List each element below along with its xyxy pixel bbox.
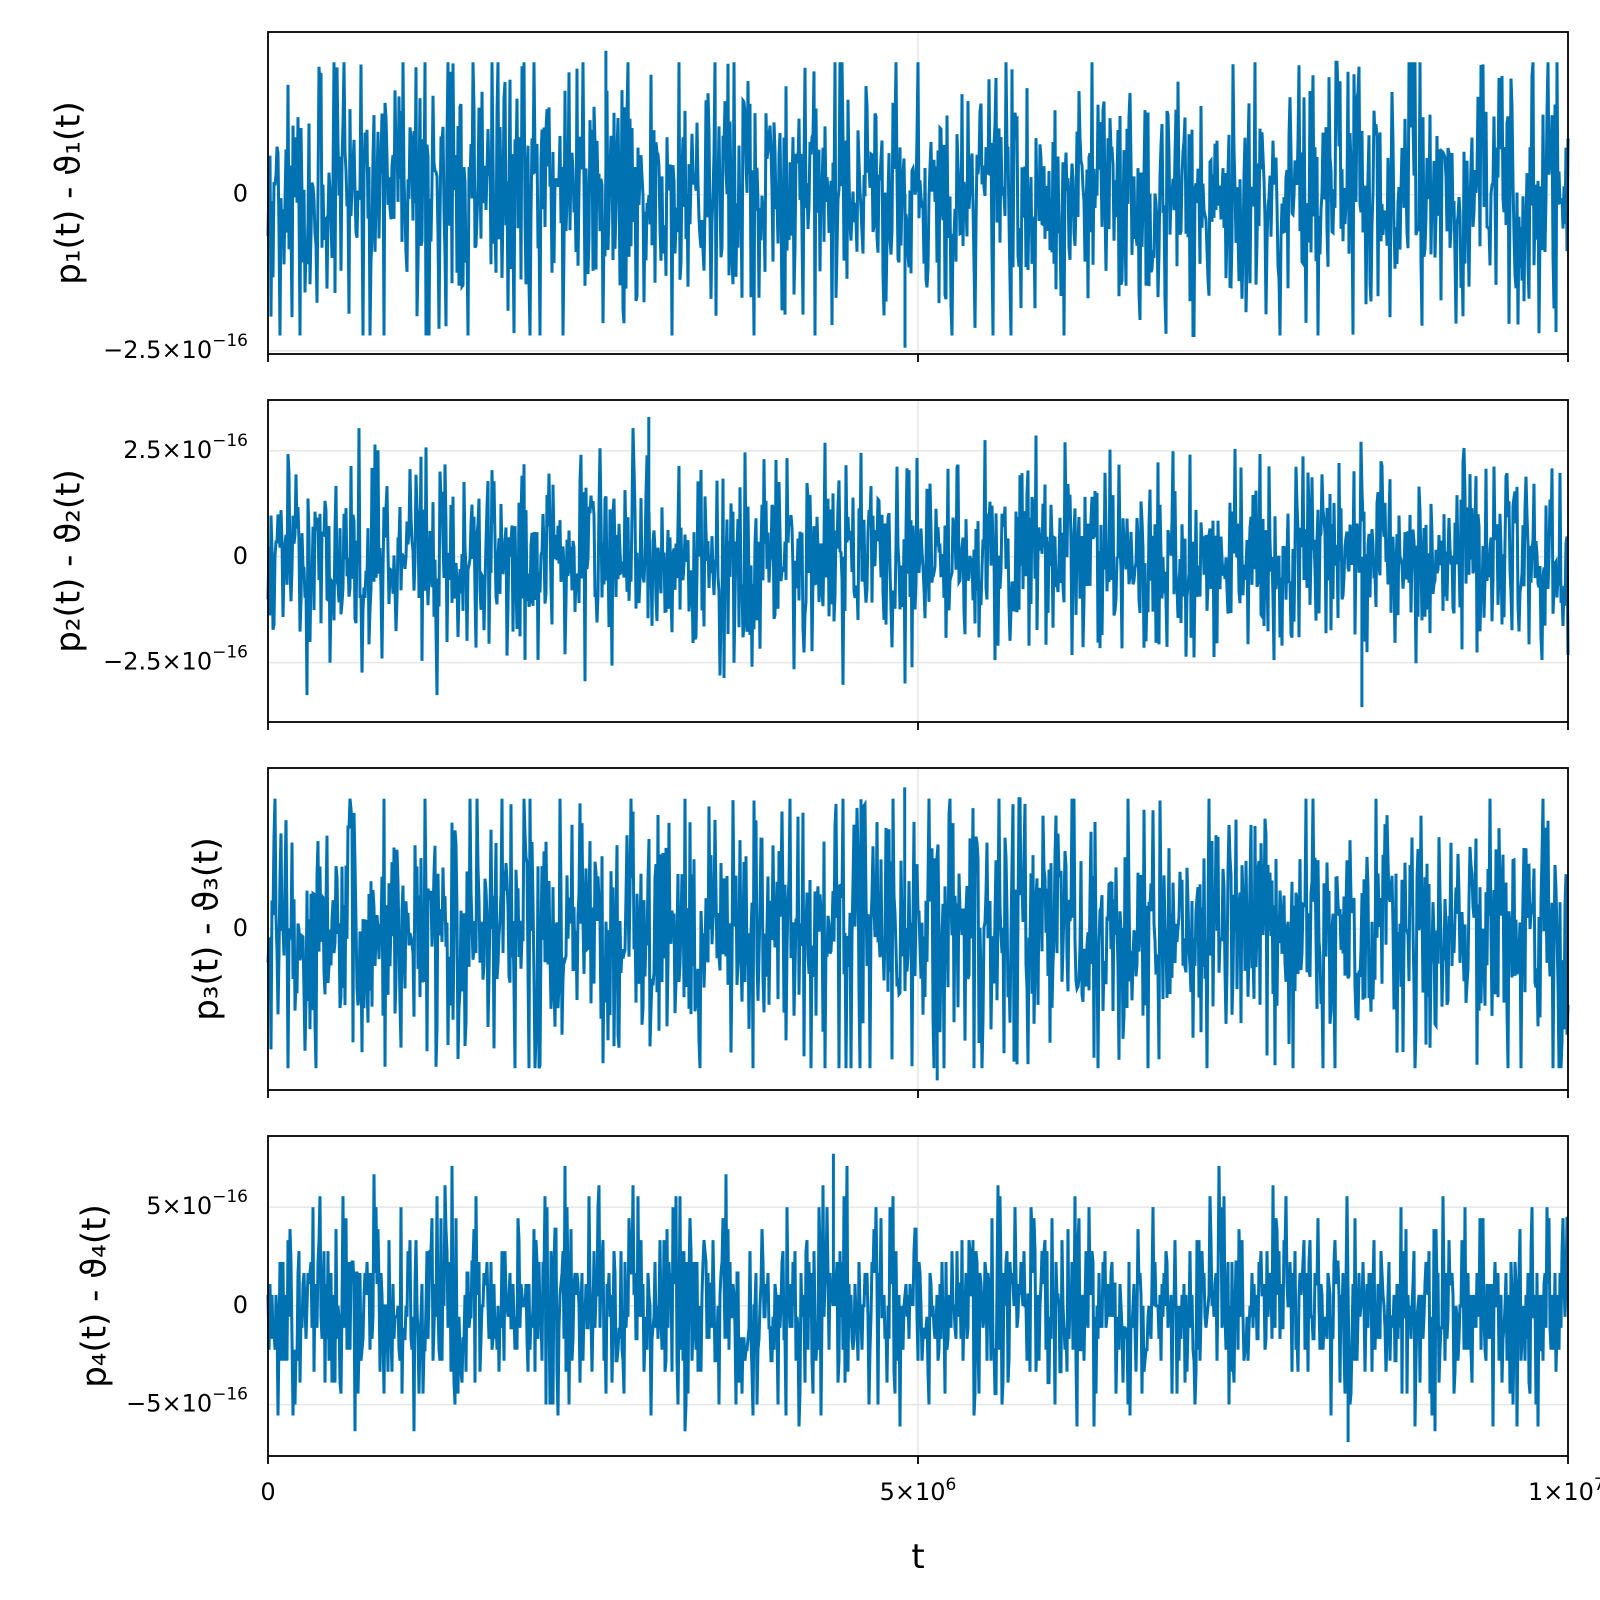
series-line (266, 787, 1570, 1081)
series-line (266, 1153, 1569, 1443)
x-axis-label: t (911, 1537, 924, 1577)
y-axis-label: p₄(t) - ϑ₄(t) (75, 1204, 115, 1388)
y-tick-label: 0 (233, 1291, 248, 1319)
y-axis-label: p₁(t) - ϑ₁(t) (49, 101, 89, 285)
x-tick-label: 1×107 (1528, 1475, 1600, 1506)
x-tick-label: 5×106 (880, 1475, 957, 1506)
y-tick-label: 2.5×10−16 (123, 431, 248, 464)
y-axis-label: p₃(t) - ϑ₃(t) (187, 837, 227, 1021)
panel-2: 2.5×10−16 0 −2.5×10−16 p₂(t) - ϑ₂(t) (49, 399, 1570, 730)
series-line (266, 50, 1570, 348)
y-axis-label: p₂(t) - ϑ₂(t) (49, 469, 89, 653)
y-tick-label: 0 (233, 180, 248, 208)
x-tick-label: 0 (260, 1478, 275, 1506)
y-tick-label: −5×10−16 (126, 1385, 248, 1418)
panel-3: 0p₃(t) - ϑ₃(t) (187, 767, 1570, 1098)
panel-4: 5×10−16 0 −5×10−16 p₄(t) - ϑ₄(t) 0 5×106 1×107… (75, 1135, 1600, 1577)
series-line (266, 416, 1570, 708)
y-tick-label: 0 (233, 914, 248, 942)
y-tick-label: 0 (233, 542, 248, 570)
y-tick-label: −2.5×10−16 (103, 331, 248, 364)
y-tick-label: −2.5×10−16 (103, 643, 248, 676)
panel-1: 0 −2.5×10−16 p₁(t) - ϑ₁(t) (49, 31, 1570, 364)
y-tick-label: 5×10−16 (146, 1187, 248, 1220)
